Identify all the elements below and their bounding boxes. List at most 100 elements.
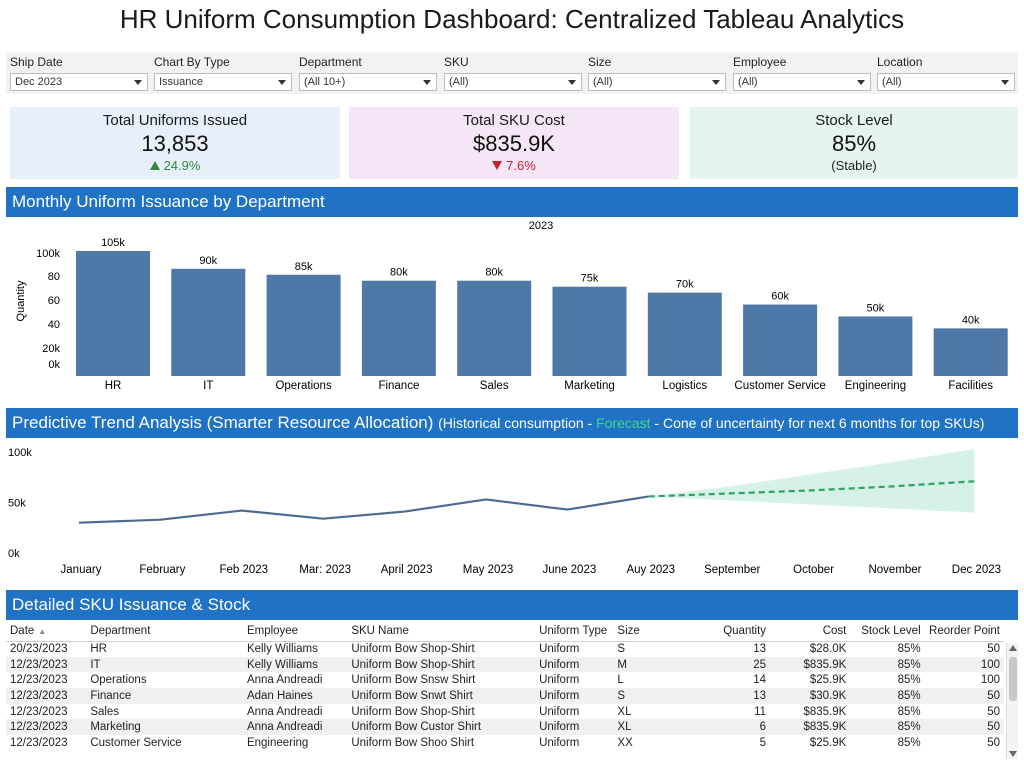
scroll-up-icon[interactable] [1009,645,1017,651]
table-cell: $835.9K [770,719,851,736]
trend-subtitle-b: - Cone of uncertainty for next 6 months … [650,415,985,431]
kpi-label: Total Uniforms Issued [102,112,248,129]
table-cell: 85% [897,674,921,687]
location-select[interactable]: (All) [877,73,1015,91]
trend-subtitle-forecast: Forecast [596,415,651,431]
table-cell: Uniform [535,656,614,673]
select-value: (All 10+) [304,76,346,88]
table-row[interactable]: 12/23/2023 Finance Adan Haines Uniform Bow … [6,688,1004,704]
bar [838,316,913,376]
column-header[interactable]: Reorder Point [924,621,1004,642]
ship-date-select[interactable]: Dec 2023 [10,73,148,91]
table-cell: 12/23/2023 [10,674,68,687]
x-tick-label: Operations [275,380,332,392]
bar [552,286,627,376]
table-row[interactable]: 12/23/2023 Operations Anna Andreadi Uniform… [6,672,1004,688]
chevron-down-icon [423,80,431,85]
column-header[interactable]: Cost [770,621,851,642]
x-tick-label: Facilities [948,380,993,392]
table-cell: XL [617,705,632,718]
kpi-total-sku-cost: Total SKU Cost $835.9K 7.6% [349,107,679,179]
trend-line-chart: 100k 50k 0k January February Feb 2023 Mar: 202… [8,447,1001,576]
size-select[interactable]: (All) [588,73,726,91]
kpi-delta: 24.9% [10,158,340,173]
filter-size[interactable]: Size (All) [588,55,726,91]
y-tick-label: 0k [8,548,20,560]
bar [933,328,1008,376]
table-row[interactable]: 12/23/2023 Sales Anna Andreadi Uniform Bow … [6,704,1004,720]
table-cell: Customer Service [90,736,182,749]
column-header[interactable]: Employee [242,621,348,642]
column-header[interactable]: Department [86,621,243,642]
table-row[interactable]: 12/23/2023 IT Kelly Williams Uniform Bow Sh… [6,656,1004,673]
sku-select[interactable]: (All) [444,73,582,91]
chart-by-type-select[interactable]: Issuance [154,73,292,91]
x-tick-label: April 2023 [381,564,433,576]
table-cell: Anna Andreadi [246,705,323,718]
sort-ascending-icon[interactable]: ▲ [38,626,47,636]
table-cell: 5 [759,736,767,749]
trend-subtitle: (Historical consumption - Forecast - Con… [438,415,984,431]
x-tick-label: November [868,564,921,576]
table-row[interactable]: 20/23/2023 HR Kelly Williams Uniform Bow Sh… [6,641,1004,657]
section-header-table: Detailed SKU Issuance & Stock [6,590,1018,620]
sku-table: Date ▲ Department Employee SKU Name Uniform T… [6,621,1004,751]
table-cell: Anna Andreadi [242,719,348,736]
column-header[interactable]: Date ▲ [6,621,87,642]
table-cell: Operations [90,674,147,687]
table-cell: 12/23/2023 [10,705,68,718]
scroll-down-icon[interactable] [1009,751,1017,757]
filter-chart-by-type[interactable]: Chart By Type Issuance [154,55,292,91]
bar-data-label: 50k [867,302,885,314]
bar [266,274,341,376]
filter-label: Size [588,55,612,69]
table-cell: 100 [924,656,1004,673]
column-header[interactable]: SKU Name [347,621,536,642]
table-cell: 50 [924,688,1004,704]
x-tick-label: Sales [480,380,509,392]
x-tick-label: Logistics [662,380,707,392]
x-tick-label: Customer Service [734,380,825,392]
employee-select[interactable]: (All) [733,73,871,91]
y-tick-label: 40 [48,319,60,331]
table-cell: 6 [683,719,771,736]
select-value: Dec 2023 [15,76,63,88]
filter-label: SKU [444,55,469,69]
table-row[interactable]: 12/23/2023 Customer Service Engineering Uni… [6,735,1004,751]
column-header[interactable]: Quantity [683,621,771,642]
table-scrollbar[interactable] [1006,643,1018,759]
table-cell: Finance [86,688,243,704]
table-row[interactable]: 12/23/2023 Marketing Anna Andreadi Uniform … [6,719,1004,736]
filter-location[interactable]: Location (All) [877,55,1015,91]
bar [171,268,246,376]
table-cell: Uniform Bow Shop-Shirt [351,705,475,718]
kpi-label: Total SKU Cost [463,112,565,129]
y-tick-label: 60 [48,295,60,307]
filter-label: Employee [733,55,787,69]
bar [457,280,532,376]
table-cell: Engineering [246,736,309,749]
x-tick-label: Marketing [564,380,615,392]
table-cell: $25.9K [809,736,847,749]
x-tick-label: IT [203,380,213,392]
filter-sku[interactable]: SKU (All) [444,55,582,91]
column-header[interactable]: Stock Level [850,621,925,642]
bar-data-label: 80k [485,267,503,279]
filter-ship-date[interactable]: Ship Date Dec 2023 [10,55,148,91]
x-tick-label: Engineering [845,380,906,392]
bar [361,280,436,376]
kpi-delta-value: 7.6% [506,158,536,173]
department-select[interactable]: (All 10+) [299,73,437,91]
kpi-delta: 7.6% [349,158,679,173]
x-tick-label: Finance [378,380,419,392]
column-header[interactable]: Uniform Type [535,621,614,642]
filter-department[interactable]: Department (All 10+) [299,55,437,91]
filter-employee[interactable]: Employee (All) [733,55,871,91]
column-header[interactable]: Size [613,621,684,642]
x-tick-label: June 2023 [543,564,597,576]
table-cell: 85% [897,643,921,656]
bar-data-label: 80k [390,267,408,279]
scroll-thumb[interactable] [1009,657,1017,701]
table-cell: 85% [850,688,925,704]
chevron-down-icon [278,80,286,85]
